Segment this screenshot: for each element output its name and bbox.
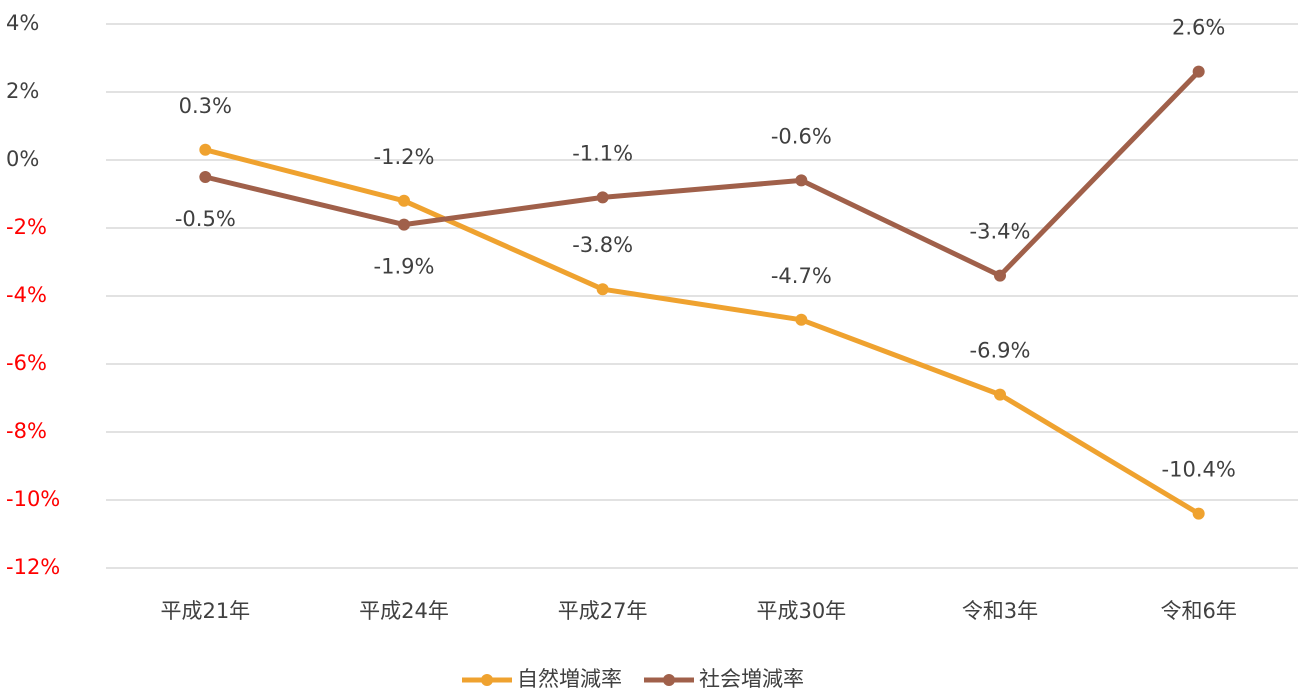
x-tick-label: 平成30年	[756, 599, 846, 623]
data-label: 2.6%	[1172, 16, 1225, 40]
legend-marker	[481, 674, 493, 686]
point	[596, 191, 609, 204]
point	[398, 218, 410, 231]
legend-label: 自然増減率	[517, 667, 622, 691]
y-tick-label: -2%	[6, 215, 47, 239]
point	[795, 313, 808, 326]
x-tick-label: 平成27年	[558, 599, 648, 623]
point	[199, 143, 212, 156]
legend-marker	[663, 674, 675, 686]
point	[596, 283, 609, 296]
point	[994, 388, 1006, 401]
x-tick-label: 平成21年	[160, 599, 250, 623]
y-tick-label: 2%	[6, 79, 39, 103]
data-label: -0.6%	[771, 124, 832, 148]
data-label: -3.8%	[572, 233, 633, 257]
point	[1192, 507, 1205, 520]
y-tick-label: -4%	[6, 283, 47, 307]
point	[398, 194, 410, 207]
y-tick-label: -10%	[6, 487, 60, 511]
y-tick-label: -6%	[6, 351, 47, 375]
data-label: -4.7%	[771, 264, 832, 288]
x-tick-label: 令和6年	[1160, 599, 1236, 623]
legend-label: 社会増減率	[699, 667, 804, 691]
y-tick-label: -12%	[6, 555, 60, 579]
series-line	[204, 69, 1201, 279]
y-tick-label: 4%	[6, 11, 39, 35]
data-label: -10.4%	[1162, 458, 1236, 482]
y-tick-label: -8%	[6, 419, 47, 443]
point	[199, 171, 212, 183]
data-label: -0.5%	[175, 207, 236, 231]
x-tick-label: 令和3年	[962, 599, 1038, 623]
data-label: -1.2%	[374, 145, 435, 169]
point	[1192, 65, 1205, 78]
point	[994, 269, 1006, 282]
data-label: -3.4%	[970, 220, 1031, 244]
y-tick-label: 0%	[6, 147, 39, 171]
point	[795, 174, 808, 187]
data-label: -6.9%	[970, 339, 1031, 363]
data-label: -1.1%	[572, 141, 633, 165]
data-label: -1.9%	[374, 255, 435, 279]
series-line	[204, 147, 1200, 516]
data-label: 0.3%	[179, 94, 232, 118]
x-tick-label: 平成24年	[359, 599, 449, 623]
